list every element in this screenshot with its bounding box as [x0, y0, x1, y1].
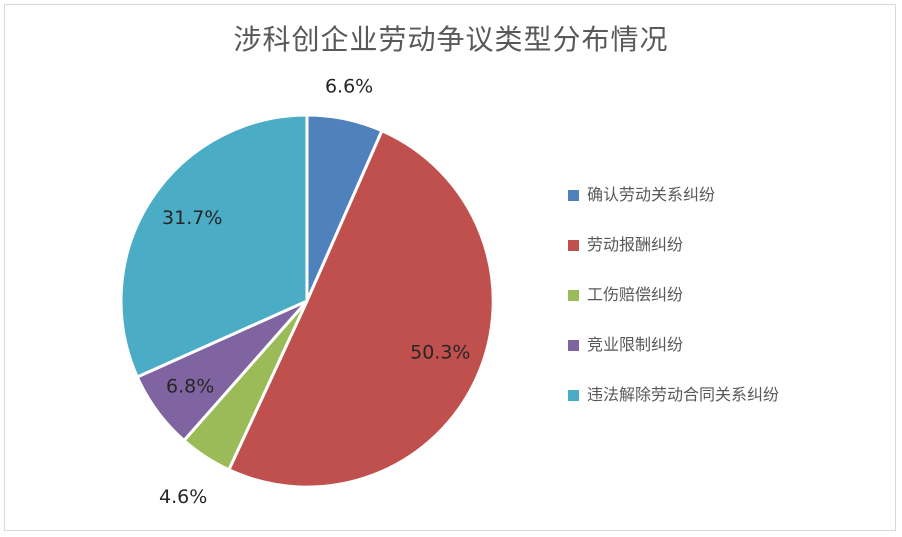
pie-slice-5	[119, 113, 309, 379]
data-label-2: 50.3%	[410, 342, 470, 364]
data-label-3: 4.6%	[159, 486, 207, 508]
legend-swatch	[568, 389, 579, 401]
legend-swatch	[568, 289, 579, 301]
legend-item-2: 劳动报酬纠纷	[568, 220, 779, 270]
data-label-5: 31.7%	[162, 207, 222, 229]
data-label-4: 6.8%	[166, 376, 214, 398]
data-label-1: 6.6%	[325, 75, 373, 97]
legend-swatch	[568, 239, 579, 251]
pie-data-labels: 6.6% 50.3% 4.6% 6.8% 31.7%	[159, 75, 470, 508]
pie-slice-2	[227, 129, 495, 489]
legend-label: 工伤赔偿纠纷	[587, 285, 684, 304]
legend-swatch	[568, 189, 579, 201]
legend-label: 确认劳动关系纠纷	[587, 185, 716, 204]
legend-label: 竞业限制纠纷	[587, 335, 684, 354]
legend-item-1: 确认劳动关系纠纷	[568, 170, 779, 220]
legend-item-4: 竞业限制纠纷	[568, 320, 779, 370]
legend-label: 劳动报酬纠纷	[587, 235, 684, 254]
legend-label: 违法解除劳动合同关系纠纷	[587, 385, 780, 404]
legend-item-3: 工伤赔偿纠纷	[568, 270, 779, 320]
legend-swatch	[568, 339, 579, 351]
chart-legend: 确认劳动关系纠纷 劳动报酬纠纷 工伤赔偿纠纷 竞业限制纠纷违法解除劳动合同关系纠纷	[568, 170, 779, 420]
pie-slices	[119, 113, 495, 489]
legend-item-5: 违法解除劳动合同关系纠纷	[568, 370, 779, 420]
chart-title: 涉科创企业劳动争议类型分布情况	[233, 23, 669, 56]
